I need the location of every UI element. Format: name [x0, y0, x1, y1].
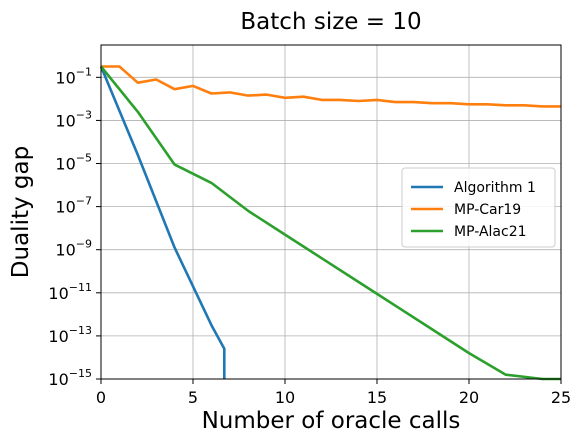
x-tick-label: 0	[96, 388, 106, 407]
legend-label-algorithm-1: Algorithm 1	[454, 180, 536, 196]
legend: Algorithm 1 MP-Car19 MP-Alac21	[401, 167, 556, 248]
chart-title: Batch size = 10	[240, 9, 421, 35]
series-line-mp-car19	[101, 65, 561, 108]
x-tick-label: 5	[188, 388, 198, 407]
series-layer	[99, 65, 561, 381]
x-axis-label: Number of oracle calls	[202, 408, 461, 434]
x-tick-label: 25	[551, 388, 571, 407]
y-tick-label: 10−15	[48, 367, 92, 389]
y-tick-label: 10−3	[55, 108, 92, 130]
plot-frame	[100, 44, 562, 380]
y-axis-label: Duality gap	[8, 146, 34, 278]
y-tick-label: 10−13	[48, 324, 92, 346]
series-line-mp-alac21	[99, 65, 561, 381]
y-axis-ticks: 10−1 10−3 10−5 10−7 10−9 10−11 10−13 10−15	[48, 65, 101, 389]
x-axis-ticks: 0 5 10 15 20 25	[96, 379, 571, 407]
legend-label-mp-alac21: MP-Alac21	[454, 224, 527, 240]
x-tick-label: 10	[275, 388, 295, 407]
y-tick-label: 10−9	[55, 238, 92, 260]
y-tick-label: 10−5	[55, 152, 92, 174]
y-tick-label: 10−7	[55, 195, 92, 217]
x-tick-label: 15	[367, 388, 387, 407]
legend-label-mp-car19: MP-Car19	[454, 202, 521, 218]
y-tick-label: 10−1	[55, 65, 92, 87]
x-tick-label: 20	[459, 388, 479, 407]
y-tick-label: 10−11	[48, 281, 92, 303]
series-line-algorithm-1	[99, 66, 226, 379]
